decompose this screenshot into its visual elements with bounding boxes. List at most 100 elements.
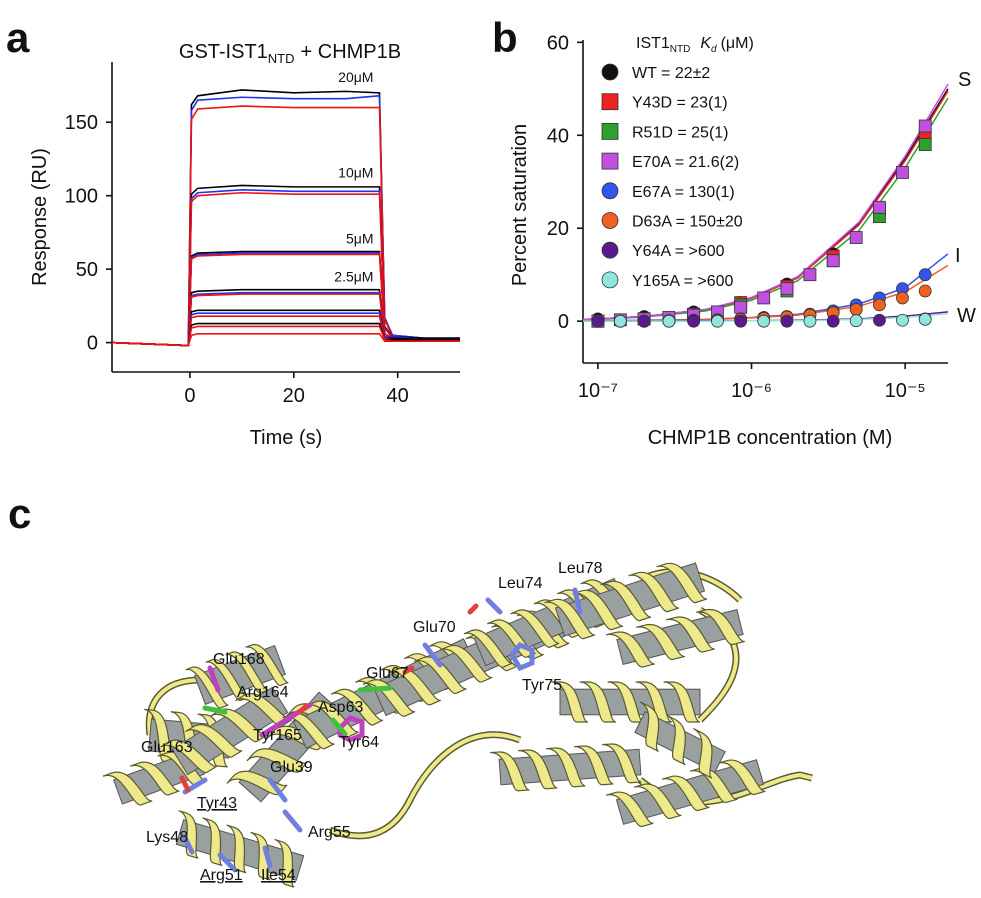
- sensorgram-line: [111, 250, 460, 347]
- legend-marker: [601, 271, 619, 289]
- x-axis-label: CHMP1B concentration (M): [648, 427, 893, 449]
- point: [803, 314, 817, 328]
- side-chain: [179, 603, 479, 793]
- point: [780, 314, 794, 328]
- sensorgram-line: [111, 191, 460, 347]
- helix: [606, 608, 745, 668]
- title-subscript: NTD: [268, 51, 295, 66]
- helix-turn: [330, 688, 384, 726]
- legend-label: D63A = 150±20: [632, 214, 743, 231]
- residue-label: Ile54: [261, 867, 296, 884]
- helix-turn: [246, 748, 308, 773]
- protein-structure: [102, 562, 813, 888]
- x-tick-label: 0: [184, 385, 195, 407]
- helix-turn: [666, 714, 686, 766]
- point: [896, 166, 909, 179]
- curve-label: 10μM: [338, 164, 373, 180]
- helix-turn: [463, 629, 513, 668]
- residue-label: Glu70: [413, 619, 456, 636]
- helix-turn: [606, 631, 655, 668]
- helix-turn: [666, 616, 715, 653]
- side-chain: [202, 705, 228, 715]
- sensorgram-line: [111, 94, 460, 347]
- helix: [544, 562, 708, 640]
- y-tick-label: 0: [87, 333, 98, 355]
- residue-label: Lys48: [146, 829, 188, 846]
- point: [918, 284, 932, 298]
- side-chain: [422, 642, 443, 668]
- side-chain: [282, 809, 303, 833]
- point: [803, 268, 817, 282]
- legend-marker: [601, 182, 619, 200]
- legend-label: Y165A = >600: [632, 273, 734, 290]
- sensorgram-line: [111, 252, 460, 347]
- point: [826, 314, 840, 328]
- sensorgram-line: [111, 333, 460, 347]
- helix-turn: [205, 659, 250, 702]
- title-text: + CHMP1B: [301, 41, 402, 63]
- helix-turn: [250, 831, 271, 881]
- side-chain: [330, 717, 348, 737]
- helix-turn: [185, 724, 243, 758]
- helix-turn: [607, 681, 645, 723]
- helix-turn: [605, 791, 654, 828]
- legend-label: E70A = 21.6(2): [632, 154, 739, 171]
- helix-turn: [510, 609, 560, 648]
- helix-turn: [717, 759, 766, 796]
- y-tick-label: 100: [65, 186, 98, 208]
- residue-label: Tyr165: [253, 727, 302, 744]
- legend-title-subscript: NTD: [670, 44, 691, 55]
- x-tick-label: 10⁻⁷: [578, 380, 618, 402]
- helix-turn: [693, 728, 713, 779]
- side-chain: [337, 715, 365, 743]
- point: [918, 312, 932, 326]
- side-chain: [508, 641, 535, 672]
- curve-label: S: [958, 69, 971, 91]
- helix-core: [171, 686, 289, 776]
- residue-label: Tyr43: [197, 795, 237, 812]
- sensorgram-line: [111, 89, 460, 347]
- helix-turn: [130, 761, 180, 796]
- x-axis-label: Time (s): [250, 427, 323, 449]
- helix-turn: [551, 681, 589, 723]
- x-tick-label: 40: [387, 385, 409, 407]
- point: [849, 314, 863, 328]
- helix-turn: [490, 751, 530, 792]
- legend-marker: [601, 63, 619, 81]
- residue-label: Glu168: [213, 651, 265, 668]
- curve-label: 20μM: [338, 69, 373, 85]
- helix-turn: [661, 775, 710, 812]
- residue-label: Leu78: [558, 560, 603, 577]
- y-tick-label: 0: [558, 311, 569, 333]
- x-tick-label: 20: [283, 385, 305, 407]
- residue-label: Glu67: [366, 665, 409, 682]
- loop: [329, 732, 521, 838]
- legend-marker: [601, 123, 619, 140]
- curve-label: 2.5μM: [334, 269, 373, 285]
- legend-label: E67A = 130(1): [632, 184, 735, 201]
- point: [780, 282, 794, 296]
- helix-turn: [235, 693, 293, 727]
- helix-turn: [639, 701, 660, 752]
- point: [711, 314, 724, 328]
- point: [849, 303, 863, 316]
- panel-label: b: [492, 14, 518, 61]
- helix-turn: [178, 810, 199, 859]
- helix-turn: [245, 644, 290, 687]
- legend-title: IST1NTD Kd (μM): [636, 35, 754, 55]
- helix-turn: [633, 783, 682, 820]
- helix-turn: [656, 562, 708, 604]
- residue-label: Arg51: [200, 867, 243, 884]
- residue-labels: Glu168 Arg164 Asp63 Glu67 Glu70 Leu74 Le…: [141, 560, 603, 884]
- point: [873, 313, 886, 327]
- helix-turn: [185, 666, 230, 709]
- curve-label: 5μM: [346, 231, 374, 247]
- residue-label: Tyr64: [339, 734, 379, 751]
- y-axis-label: Response (RU): [29, 148, 51, 286]
- residue-label: Asp63: [318, 699, 363, 716]
- legend-label: Y43D = 23(1): [632, 95, 728, 112]
- side-chain: [267, 777, 288, 803]
- helix-turn: [600, 580, 652, 622]
